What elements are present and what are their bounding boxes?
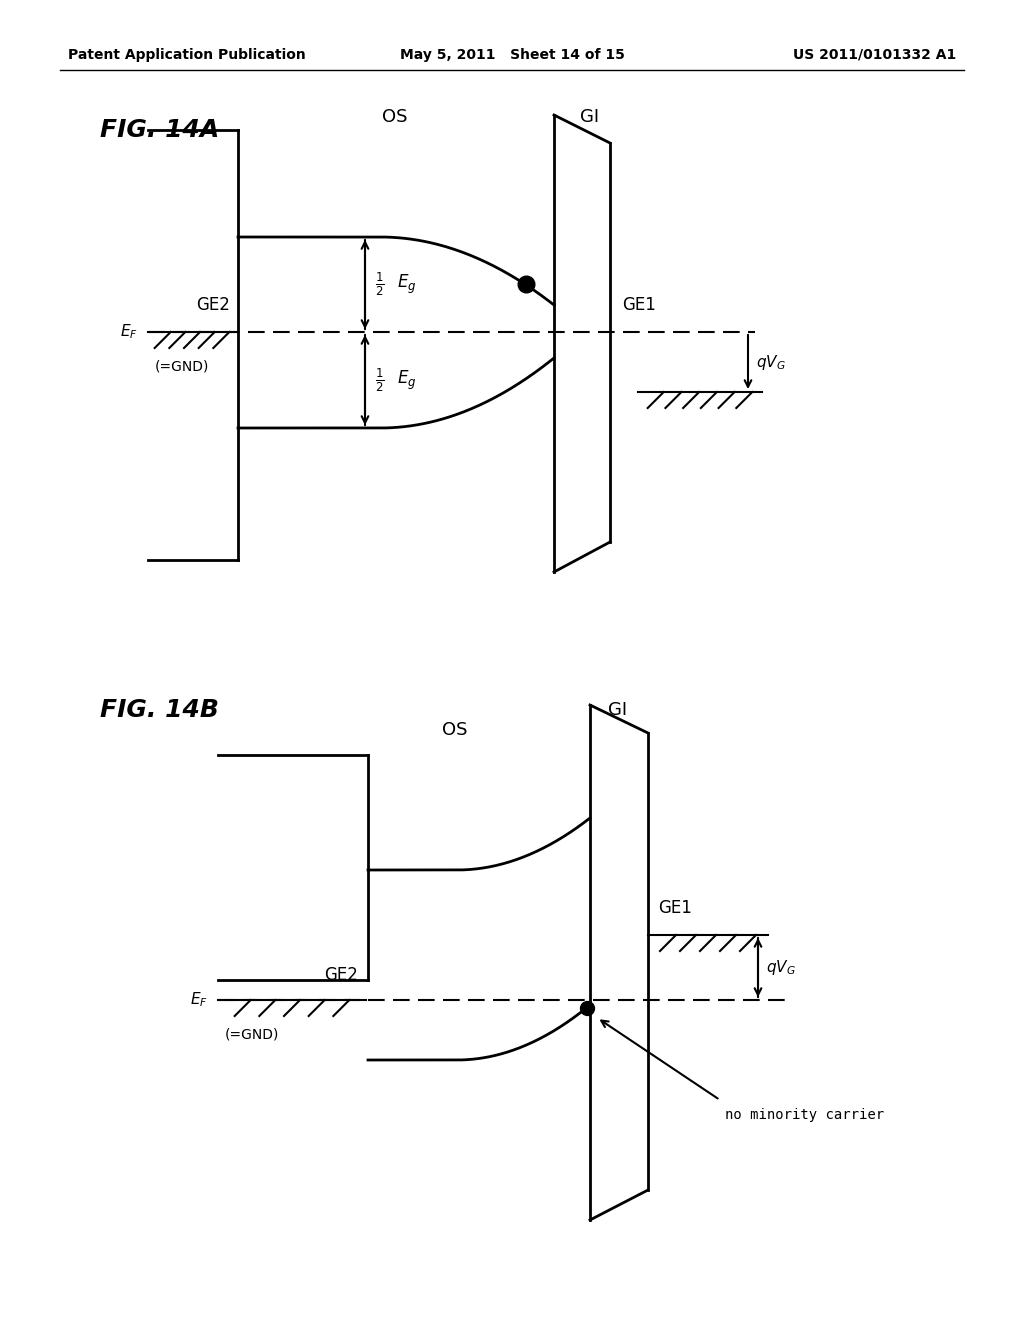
Text: $\frac{1}{2}$: $\frac{1}{2}$ (375, 271, 384, 298)
Text: FIG. 14A: FIG. 14A (100, 117, 219, 143)
Text: OS: OS (442, 721, 468, 739)
Text: GE2: GE2 (325, 966, 358, 983)
Text: OS: OS (382, 108, 408, 125)
Text: Patent Application Publication: Patent Application Publication (68, 48, 306, 62)
Text: $qV_G$: $qV_G$ (766, 958, 796, 977)
Text: $E_g$: $E_g$ (397, 273, 417, 296)
Text: $E_F$: $E_F$ (120, 322, 138, 342)
Text: (=GND): (=GND) (225, 1028, 280, 1041)
Text: $E_F$: $E_F$ (190, 990, 208, 1010)
Text: GI: GI (581, 108, 600, 125)
Text: US 2011/0101332 A1: US 2011/0101332 A1 (793, 48, 956, 62)
Text: no minority carrier: no minority carrier (725, 1107, 884, 1122)
Text: GE1: GE1 (622, 296, 656, 314)
Text: GE1: GE1 (658, 899, 692, 917)
Text: FIG. 14B: FIG. 14B (100, 698, 219, 722)
Text: (=GND): (=GND) (155, 360, 209, 374)
Text: May 5, 2011   Sheet 14 of 15: May 5, 2011 Sheet 14 of 15 (399, 48, 625, 62)
Text: $qV_G$: $qV_G$ (756, 352, 785, 371)
Text: $\frac{1}{2}$: $\frac{1}{2}$ (375, 366, 384, 393)
Text: $E_g$: $E_g$ (397, 368, 417, 392)
Text: GE2: GE2 (197, 296, 230, 314)
Text: GI: GI (608, 701, 628, 719)
